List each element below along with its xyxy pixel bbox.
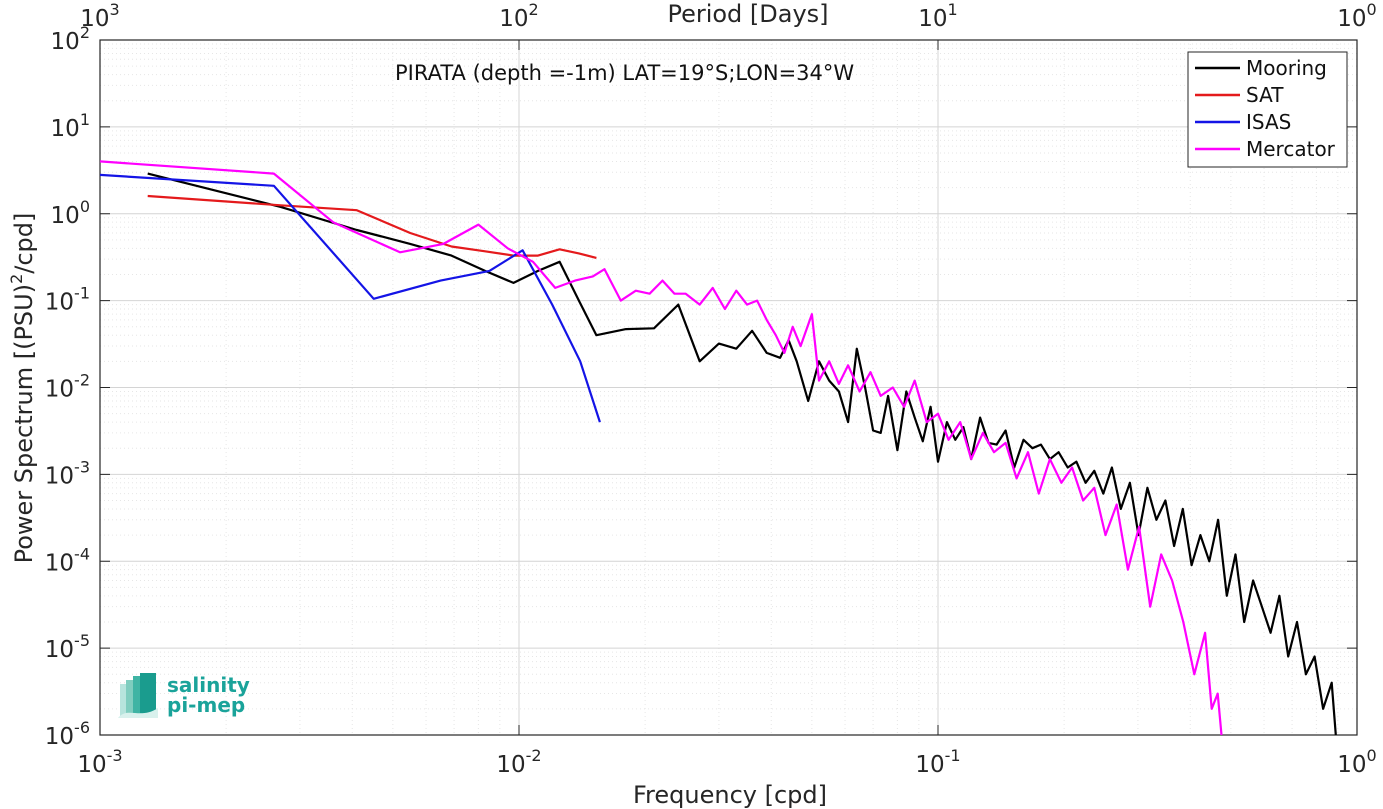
chart-title: PIRATA (depth =-1m) LAT=19°S;LON=34°W: [395, 61, 854, 85]
y-tick-label: 10-1: [45, 284, 90, 316]
legend-label-mercator: Mercator: [1246, 137, 1336, 161]
x-tick-label: 10-1: [915, 746, 960, 778]
top-tick-label: 102: [499, 0, 538, 32]
salinity-pi-mep-logo: salinity pi-mep: [118, 673, 250, 718]
grid: [100, 40, 1357, 735]
y-tick-label: 10-3: [45, 457, 90, 489]
y-tick-label: 10-5: [45, 631, 90, 663]
y-tick-label: 101: [51, 110, 90, 142]
legend-label-mooring: Mooring: [1246, 56, 1327, 80]
legend-label-sat: SAT: [1246, 83, 1284, 107]
legend: Mooring SAT ISAS Mercator: [1187, 51, 1348, 168]
series-line-mercator: [99, 160, 1223, 736]
series-line-mooring: [147, 172, 1337, 736]
top-tick-label: 101: [918, 0, 957, 32]
y-tick-label: 10-2: [45, 371, 90, 403]
top-tick-label: 100: [1337, 0, 1376, 32]
x-tick-label: 100: [1337, 746, 1376, 778]
y-tick-label: 102: [51, 23, 90, 55]
y-tick-label: 10-4: [45, 544, 90, 576]
x-axis-label: Frequency [cpd]: [633, 781, 827, 809]
top-axis-label: Period [Days]: [667, 0, 828, 28]
series-line-sat: [147, 194, 597, 259]
y-tick-label: 100: [51, 197, 90, 229]
x-tick-label: 10-3: [77, 746, 122, 778]
x-tick-label: 10-2: [496, 746, 541, 778]
logo-line2: pi-mep: [167, 693, 245, 717]
logo-line1: salinity: [167, 673, 250, 697]
y-tick-label: 10-6: [45, 718, 90, 750]
top-tick-label: 103: [80, 0, 119, 32]
legend-label-isas: ISAS: [1246, 110, 1291, 134]
series-line-isas: [99, 173, 601, 423]
series-lines: [99, 160, 1337, 736]
y-axis-label: Power Spectrum [(PSU)2/cpd]: [7, 213, 38, 564]
